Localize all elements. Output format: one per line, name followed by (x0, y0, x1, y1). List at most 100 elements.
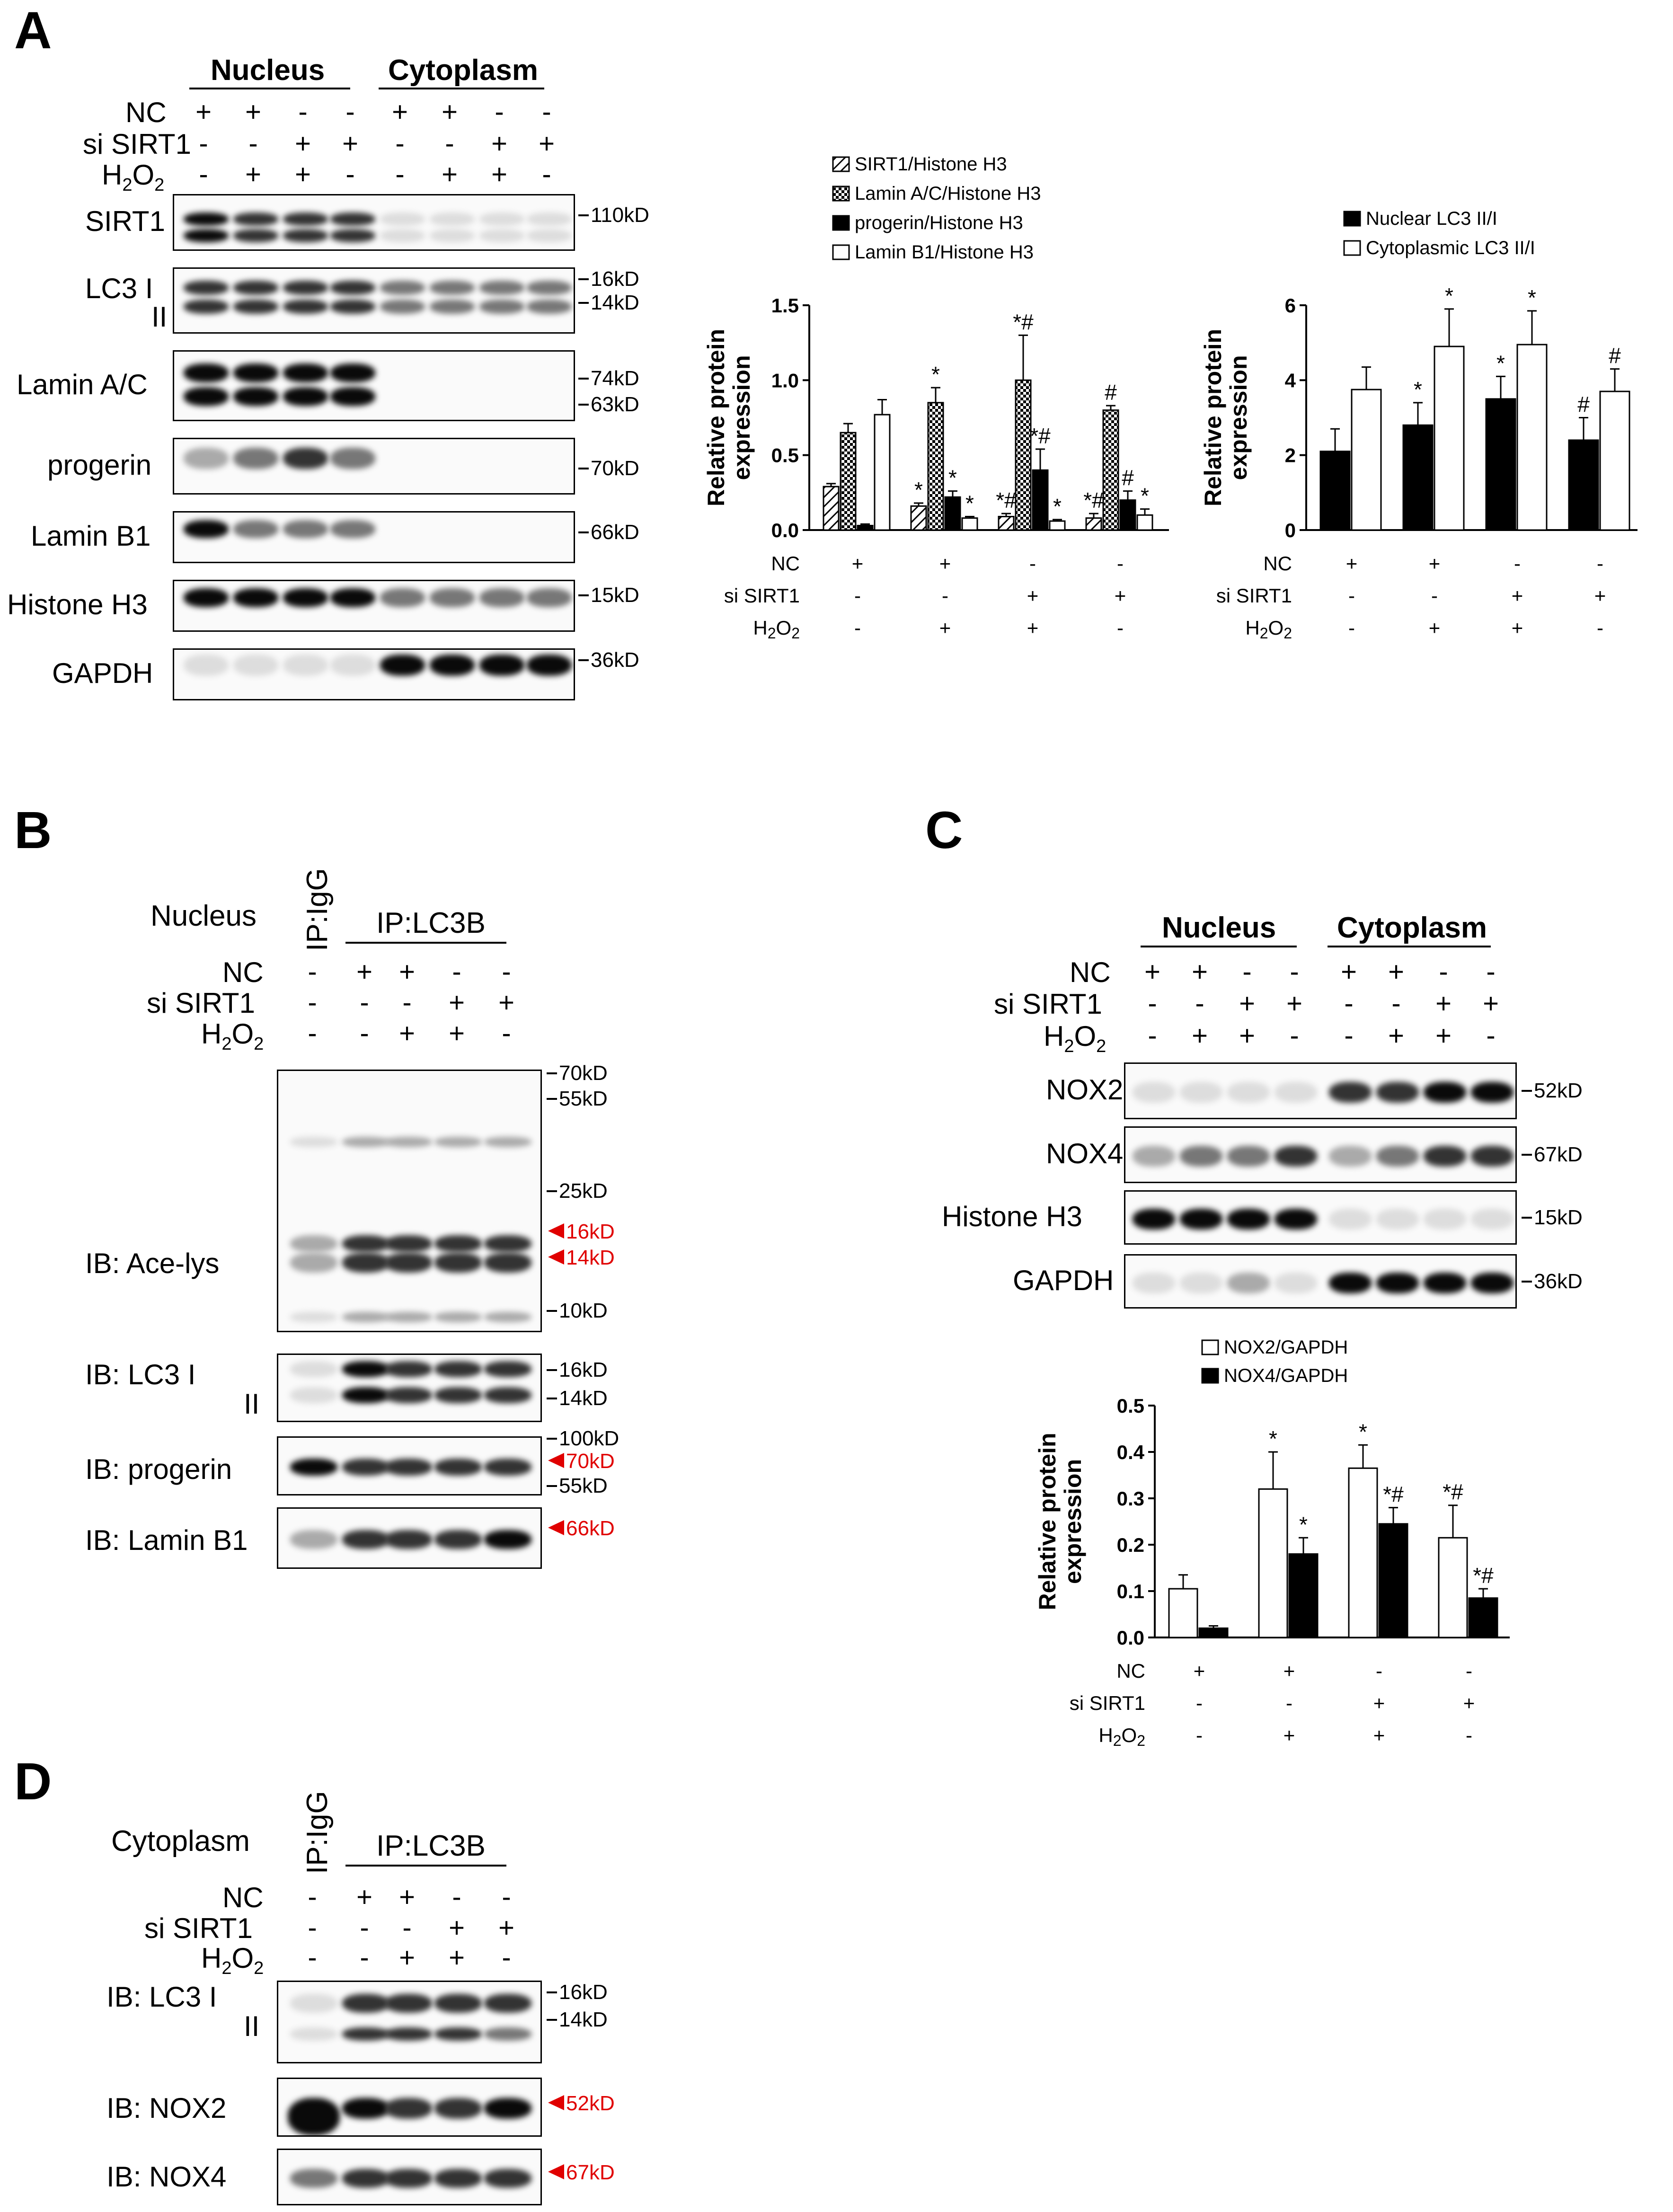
cond-sign-2-0: - (1196, 1724, 1203, 1746)
band-lane-3 (434, 1387, 482, 1403)
nucleus-underline (189, 88, 350, 89)
row-label-nc: NC (125, 97, 167, 128)
annot-1-1: * (1445, 283, 1453, 308)
blot-label-a-5: Histone H3 (7, 589, 148, 620)
a-sign-nc-7: - (542, 97, 551, 127)
a-sign-si-2: + (295, 128, 311, 159)
panel-c-row-h2o2: H2O2 (1044, 1020, 1106, 1056)
band-lane-1 (342, 1137, 389, 1147)
band-lane-4 (380, 588, 425, 607)
size-d-0-0-tick (547, 1991, 557, 1993)
band-lane-0 (290, 1137, 337, 1147)
bar-0-0 (823, 486, 840, 531)
band-lane-7 (1471, 1208, 1514, 1230)
c-sign-h2o2-4: - (1344, 1020, 1354, 1051)
panel-c-row-si: si SIRT1 (994, 988, 1102, 1020)
band-lane-5 (1376, 1082, 1419, 1103)
cond-sign-1-1: - (1286, 1692, 1292, 1714)
annot-0-1: * (914, 478, 923, 502)
legend-item-3: Lamin B1/Histone H3 (832, 242, 1034, 263)
band-lane-4 (1329, 1208, 1372, 1230)
size-c-3: 36kD (1534, 1269, 1583, 1293)
band-lane-2 (283, 588, 328, 607)
legend-item-0: Nuclear LC3 II/I (1343, 208, 1497, 229)
band-lane-6 (1424, 1082, 1466, 1103)
bar-2-0 (857, 525, 874, 531)
bar-1-3 (1102, 409, 1119, 531)
band-lane-7 (527, 212, 572, 226)
a-sign-si-3: + (342, 128, 358, 159)
a-sign-nc-4: + (392, 97, 408, 127)
band-lane-2 (385, 1459, 432, 1476)
size-a-1-0-tick (578, 278, 589, 280)
band-lane-1 (233, 588, 278, 607)
band-lane-5 (430, 588, 475, 607)
bar-0-3 (1438, 1537, 1468, 1638)
band-lane-7 (1471, 1146, 1514, 1167)
b-sign-si-4: + (498, 987, 514, 1018)
cond-sign-0-3: - (1117, 552, 1124, 575)
band-lane-7 (527, 588, 572, 607)
size-c-1-tick (1522, 1154, 1532, 1156)
d-sign-h2o2-4: - (502, 1942, 511, 1973)
annot-0-2: * (1496, 351, 1505, 375)
size-b-1-1-tick (547, 1398, 557, 1399)
c-sign-si-0: - (1148, 988, 1157, 1019)
blot-label-d-2: IB: NOX4 (106, 2161, 227, 2193)
panel-letter-c: C (925, 801, 963, 859)
annot-1-1: * (1299, 1512, 1308, 1537)
band-lane-4 (484, 1253, 531, 1273)
blot-a-lamin-b1 (173, 511, 575, 563)
bar-1-1 (927, 402, 944, 531)
panel-b-fraction: Nucleus (150, 900, 257, 932)
bar-2-2 (1032, 469, 1049, 531)
legend-label-1: Cytoplasmic LC3 II/I (1366, 238, 1535, 258)
blot-label-d-1: IB: NOX2 (106, 2092, 227, 2124)
band-lane-2 (283, 281, 328, 295)
a-sign-si-4: - (395, 128, 405, 159)
size-a-2-0-tick (578, 378, 589, 380)
size-b-0-1-tick (547, 1098, 557, 1100)
cond-sign-1-3: + (1115, 584, 1126, 607)
c-sign-h2o2-1: + (1192, 1020, 1208, 1051)
c-sign-h2o2-5: + (1388, 1020, 1404, 1051)
band-lane-2 (283, 363, 328, 382)
blot-d-2 (277, 2149, 542, 2205)
panel-d-ip-igg: IP:IgG (301, 1791, 334, 1874)
cond-sign-1-2: + (1373, 1692, 1385, 1714)
d-sign-nc-2: + (399, 1882, 415, 1912)
band-lane-1 (1180, 1082, 1222, 1103)
cond-sign-2-2: + (1512, 617, 1523, 639)
legend-label-1: NOX4/GAPDH (1224, 1365, 1348, 1386)
band-lane-1 (342, 1235, 389, 1252)
b-sign-h2o2-0: - (308, 1018, 317, 1049)
legend-item-1: NOX4/GAPDH (1201, 1365, 1348, 1386)
cond-sign-2-0: - (854, 617, 861, 639)
size-a-2-0: 74kD (591, 367, 639, 390)
b-sign-si-0: - (308, 987, 317, 1018)
band-lane-1 (342, 1459, 389, 1476)
band-lane-0 (184, 387, 229, 406)
panel-d-fraction: Cytoplasm (111, 1825, 250, 1858)
cond-sign-0-2: - (1029, 552, 1036, 575)
band-lane-1 (233, 654, 278, 676)
band-lane-1 (233, 229, 278, 242)
band-lane-3 (1275, 1146, 1317, 1167)
y-tick-label-1: 0.1 (1117, 1580, 1144, 1602)
red-size-b-0-1: 14kD (566, 1246, 615, 1269)
annot-0-2: * (1359, 1419, 1367, 1444)
b-sign-h2o2-2: + (399, 1018, 415, 1049)
y-tick-label-2: 0.2 (1117, 1534, 1144, 1556)
band-lane-3 (434, 1235, 482, 1252)
legend-label-0: Nuclear LC3 II/I (1366, 208, 1497, 229)
a-sign-si-5: - (445, 128, 454, 159)
band-lane-2 (385, 1387, 432, 1403)
blot-label-a-1: LC3 I (85, 273, 153, 304)
blot-label-a-0: SIRT1 (85, 205, 165, 237)
red-size-d-2-0: 67kD (566, 2161, 615, 2184)
band-lane-4 (484, 1235, 531, 1252)
band-lane-3 (330, 212, 375, 226)
a-sign-si-1: - (248, 128, 258, 159)
legend-label-2: progerin/Histone H3 (855, 212, 1023, 233)
band-lane-1 (233, 447, 278, 469)
